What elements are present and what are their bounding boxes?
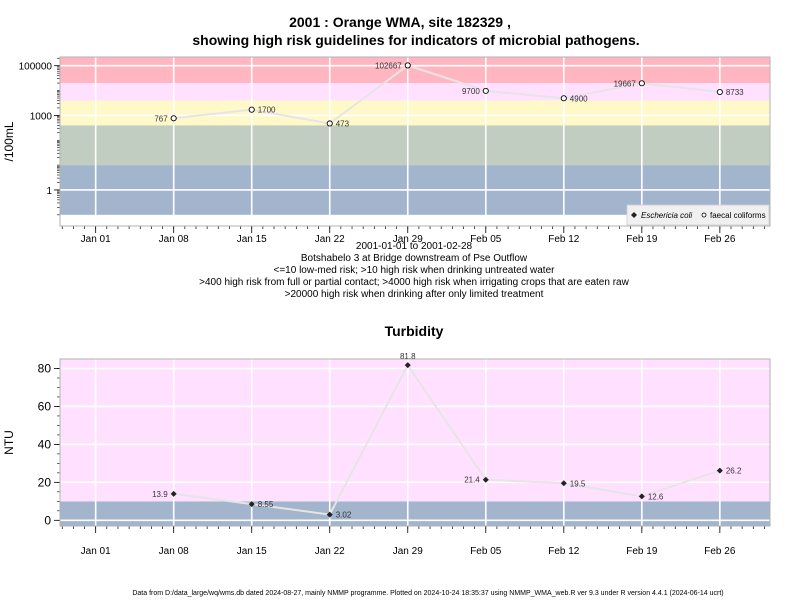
legend-label-faecal: faecal coliforms: [710, 211, 766, 220]
chart-note: >400 high risk from full or partial cont…: [199, 277, 629, 288]
data-label: 9700: [462, 87, 480, 96]
data-label: 3.02: [336, 511, 352, 520]
x-tick-label: Feb 19: [626, 546, 658, 557]
x-tick-label: Feb 26: [704, 546, 736, 557]
data-point: [404, 362, 411, 369]
x-tick-label: Feb 26: [704, 234, 736, 245]
chart-title: 2001 : Orange WMA, site 182329 ,: [289, 14, 511, 30]
data-point: [170, 490, 177, 497]
footer-note: Data from D:/data_large/wq/wms.db dated …: [132, 590, 723, 597]
data-point: [716, 467, 723, 474]
data-label: 4900: [570, 94, 588, 103]
data-label: 13.9: [152, 490, 168, 499]
x-tick-label: Feb 19: [626, 234, 658, 245]
x-tick-label: Jan 08: [159, 234, 189, 245]
data-point: [404, 62, 411, 69]
data-point: [560, 480, 567, 487]
chart-note: >20000 high risk when drinking after onl…: [285, 289, 544, 300]
x-tick-label: Feb 05: [470, 546, 502, 557]
x-tick-label: Jan 29: [393, 546, 423, 557]
chart-note: 2001-01-01 to 2001-02-28: [356, 241, 473, 252]
legend-faecal-marker: [701, 212, 707, 218]
data-label: 21.4: [464, 476, 480, 485]
x-tick-label: Jan 15: [237, 234, 267, 245]
data-point: [638, 493, 645, 500]
risk-band: [60, 501, 770, 526]
data-point: [638, 80, 645, 87]
x-tick-label: Jan 22: [315, 546, 345, 557]
data-point: [326, 511, 333, 518]
plot-frame: [59, 56, 771, 227]
data-label: 19667: [614, 79, 637, 88]
chart-subtitle: showing high risk guidelines for indicat…: [192, 32, 639, 48]
data-label: 102667: [375, 61, 402, 70]
series-line: [173, 363, 721, 516]
y-tick-label: 0: [44, 513, 51, 527]
y-tick-label: 1: [46, 186, 52, 197]
risk-band: [60, 57, 770, 84]
y-tick-label: 100000: [19, 62, 53, 73]
legend-box: [626, 204, 770, 226]
x-tick-label: Feb 05: [470, 234, 502, 245]
x-tick-label: Feb 12: [548, 234, 580, 245]
risk-band: [60, 359, 770, 502]
legend-ecoli-marker: [631, 212, 637, 218]
chart-note: Botshabelo 3 at Bridge downstream of Pse…: [301, 253, 528, 264]
data-label: 81.8: [400, 352, 416, 361]
series-line: [173, 64, 720, 125]
x-tick-label: Jan 08: [159, 546, 189, 557]
data-point: [482, 87, 489, 94]
y-axis-label: /100mL: [2, 121, 16, 161]
y-tick-label: 1000: [30, 111, 53, 122]
y-axis-label: NTU: [2, 430, 16, 455]
data-point: [248, 106, 255, 113]
data-label: 473: [336, 119, 350, 128]
data-point: [482, 476, 489, 483]
y-tick-label: 80: [38, 361, 52, 375]
data-label: 8733: [726, 88, 744, 97]
data-point: [716, 88, 723, 96]
chart-title: Turbidity: [385, 323, 444, 339]
data-label: 19.5: [570, 479, 586, 488]
data-point: [560, 95, 567, 102]
x-tick-label: Jan 01: [81, 546, 111, 557]
risk-band: [60, 100, 770, 126]
y-tick-label: 20: [38, 475, 52, 489]
risk-band: [60, 83, 770, 101]
data-point: [326, 120, 333, 127]
chart-note: <=10 low-med risk; >10 high risk when dr…: [274, 265, 556, 276]
x-tick-label: Jan 22: [315, 234, 345, 245]
y-tick-label: 40: [38, 437, 52, 451]
x-tick-label: Jan 01: [81, 234, 111, 245]
data-label: 1700: [258, 106, 276, 115]
x-tick-label: Feb 12: [548, 546, 580, 557]
x-tick-label: Jan 15: [237, 546, 267, 557]
data-label: 767: [154, 114, 168, 123]
data-label: 8.55: [258, 500, 274, 509]
risk-band: [60, 125, 770, 166]
plot-frame: [59, 358, 771, 527]
legend-label-ecoli: Eschericia coli: [641, 211, 692, 220]
data-label: 26.2: [726, 467, 742, 476]
x-tick-label: Jan 29: [393, 234, 423, 245]
data-label: 12.6: [648, 492, 664, 501]
y-tick-label: 60: [38, 399, 52, 413]
data-point: [248, 501, 255, 508]
data-point: [170, 115, 177, 122]
